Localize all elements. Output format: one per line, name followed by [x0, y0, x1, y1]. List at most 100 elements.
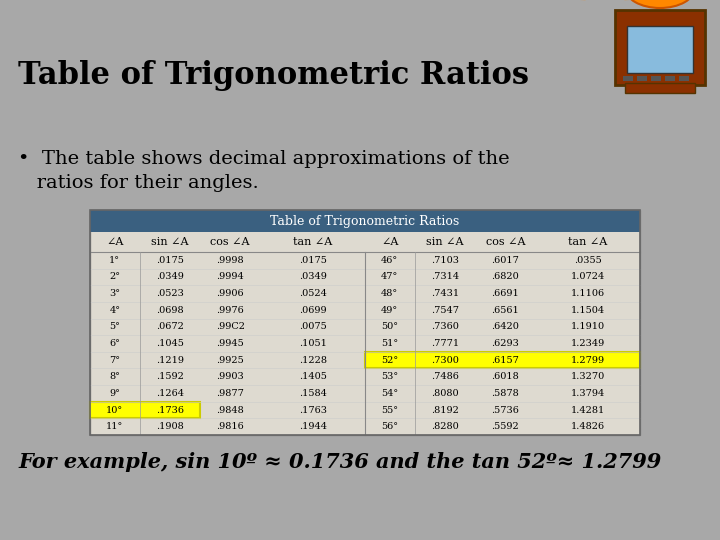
Text: .6420: .6420: [491, 322, 519, 332]
Bar: [615, 10, 705, 85]
Bar: [90, 402, 200, 418]
Text: .9903: .9903: [217, 372, 244, 381]
Text: .0523: .0523: [156, 289, 184, 298]
Text: 10°: 10°: [106, 406, 123, 415]
Text: .6561: .6561: [491, 306, 519, 315]
Text: .1264: .1264: [156, 389, 184, 398]
Text: .5592: .5592: [491, 422, 519, 431]
Text: 1.1106: 1.1106: [571, 289, 605, 298]
Bar: [90, 210, 640, 435]
Text: .9945: .9945: [217, 339, 244, 348]
Text: .9816: .9816: [217, 422, 244, 431]
Text: 1°: 1°: [109, 256, 120, 265]
Text: .0524: .0524: [299, 289, 327, 298]
Bar: [365, 352, 640, 368]
Text: 1.1910: 1.1910: [571, 322, 605, 332]
Text: 50°: 50°: [382, 322, 398, 332]
Text: .9877: .9877: [216, 389, 244, 398]
Text: .1228: .1228: [299, 356, 327, 364]
Text: 5°: 5°: [109, 322, 120, 332]
Text: tan ∠A: tan ∠A: [568, 237, 608, 247]
Text: .99C2: .99C2: [216, 322, 245, 332]
Text: .7103: .7103: [431, 256, 459, 265]
Text: .0175: .0175: [299, 256, 327, 265]
Bar: [679, 76, 689, 81]
Ellipse shape: [625, 0, 695, 8]
Text: Table of Trigonometric Ratios: Table of Trigonometric Ratios: [271, 214, 459, 227]
Bar: [627, 26, 693, 73]
Text: .7771: .7771: [431, 339, 459, 348]
Text: 1.4826: 1.4826: [571, 422, 605, 431]
Text: sin ∠A: sin ∠A: [151, 237, 189, 247]
Text: 6°: 6°: [109, 339, 120, 348]
Text: ratios for their angles.: ratios for their angles.: [18, 174, 258, 192]
Text: .9998: .9998: [217, 256, 244, 265]
Text: 11°: 11°: [106, 422, 123, 431]
Text: 1.1504: 1.1504: [571, 306, 605, 315]
Text: .8192: .8192: [431, 406, 459, 415]
Text: 49°: 49°: [381, 306, 398, 315]
Text: .6293: .6293: [491, 339, 519, 348]
Text: .8080: .8080: [431, 389, 459, 398]
Text: .7486: .7486: [431, 372, 459, 381]
Text: .5878: .5878: [491, 389, 519, 398]
Text: 3°: 3°: [109, 289, 120, 298]
Text: Table of Trigonometric Ratios: Table of Trigonometric Ratios: [18, 60, 529, 91]
Text: ∠A: ∠A: [106, 237, 123, 247]
Text: .1736: .1736: [156, 406, 184, 415]
Text: .1908: .1908: [156, 422, 184, 431]
Text: .8280: .8280: [431, 422, 459, 431]
Text: .6691: .6691: [491, 289, 519, 298]
Text: .0075: .0075: [299, 322, 327, 332]
Text: 47°: 47°: [381, 273, 398, 281]
Text: .1045: .1045: [156, 339, 184, 348]
Text: .0349: .0349: [156, 273, 184, 281]
Text: .6017: .6017: [491, 256, 519, 265]
Text: .0175: .0175: [156, 256, 184, 265]
Text: 1.4281: 1.4281: [571, 406, 605, 415]
Text: .7314: .7314: [431, 273, 459, 281]
Text: .0698: .0698: [156, 306, 184, 315]
Bar: [90, 210, 640, 232]
Text: 1.3270: 1.3270: [571, 372, 605, 381]
Text: .1592: .1592: [156, 372, 184, 381]
Bar: [623, 76, 633, 81]
Text: 1.0724: 1.0724: [571, 273, 605, 281]
Text: 1.3794: 1.3794: [571, 389, 605, 398]
Text: .1584: .1584: [299, 389, 327, 398]
Text: 2°: 2°: [109, 273, 120, 281]
Text: .9994: .9994: [217, 273, 244, 281]
Text: ∠A: ∠A: [381, 237, 398, 247]
Text: 8°: 8°: [109, 372, 120, 381]
Text: cos ∠A: cos ∠A: [210, 237, 250, 247]
Text: 53°: 53°: [381, 372, 398, 381]
Text: .9848: .9848: [217, 406, 244, 415]
Text: .0699: .0699: [299, 306, 327, 315]
Text: 4°: 4°: [109, 306, 120, 315]
Text: .0672: .0672: [156, 322, 184, 332]
Bar: [651, 76, 661, 81]
Text: .9925: .9925: [217, 356, 244, 364]
Text: •  The table shows decimal approximations of the: • The table shows decimal approximations…: [18, 150, 510, 168]
Text: 46°: 46°: [381, 256, 398, 265]
Text: 51°: 51°: [381, 339, 398, 348]
Text: 52°: 52°: [381, 356, 398, 364]
Text: .1051: .1051: [299, 339, 327, 348]
Text: tan ∠A: tan ∠A: [293, 237, 333, 247]
Text: .1405: .1405: [299, 372, 327, 381]
Bar: [637, 76, 647, 81]
Text: .6157: .6157: [491, 356, 519, 364]
Text: .0355: .0355: [574, 256, 602, 265]
Text: 56°: 56°: [382, 422, 398, 431]
Text: .7300: .7300: [431, 356, 459, 364]
Text: 1.2349: 1.2349: [571, 339, 605, 348]
Text: .9906: .9906: [217, 289, 244, 298]
Text: For example, sin 10º ≈ 0.1736 and the tan 52º≈ 1.2799: For example, sin 10º ≈ 0.1736 and the ta…: [18, 452, 661, 472]
Text: sin ∠A: sin ∠A: [426, 237, 464, 247]
Text: .1763: .1763: [299, 406, 327, 415]
Bar: [625, 83, 695, 93]
Text: .6018: .6018: [491, 372, 519, 381]
Text: 54°: 54°: [381, 389, 398, 398]
Text: cos ∠A: cos ∠A: [485, 237, 525, 247]
Text: .7431: .7431: [431, 289, 459, 298]
